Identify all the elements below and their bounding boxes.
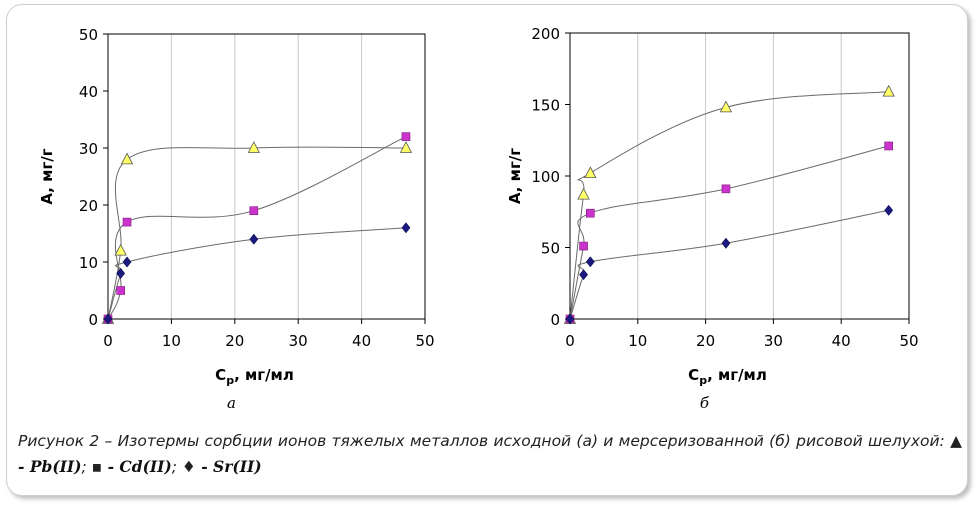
data-point-a-pb-3 <box>247 141 260 153</box>
x-tick-label-b-10: 10 <box>628 332 647 350</box>
data-point-a-cd-4 <box>401 132 411 141</box>
y-axis-label-a: A, мг/г <box>38 148 56 204</box>
y-tick-label-a-40: 40 <box>79 83 98 101</box>
y-tick-label-b-150: 150 <box>531 97 560 115</box>
data-point-b-sr-1 <box>579 269 588 281</box>
x-tick-label-a-10: 10 <box>162 332 181 350</box>
y-tick-label-a-50: 50 <box>79 26 98 44</box>
series-curve-b-pb <box>569 91 889 320</box>
y-tick-label-a-20: 20 <box>79 197 98 215</box>
x-tick-label-a-40: 40 <box>352 332 371 350</box>
caption-cd-symbol: ▪ <box>91 458 103 476</box>
y-tick-label-b-0: 0 <box>550 311 560 329</box>
x-tick-label-b-20: 20 <box>696 332 715 350</box>
data-point-a-sr-4 <box>401 222 411 234</box>
caption-sep-2: ; <box>171 458 182 476</box>
data-point-b-sr-0 <box>565 313 575 325</box>
figure-caption: Рисунок 2 – Изотермы сорбции ионов тяжел… <box>18 428 962 480</box>
y-axis-label-b: A, мг/г <box>506 148 524 204</box>
x-tick-label-b-50: 50 <box>899 332 918 350</box>
caption-sr-label: - Sr(II) <box>195 457 262 476</box>
data-point-a-sr-0 <box>103 313 113 325</box>
data-point-b-cd-2 <box>586 208 595 218</box>
data-point-a-cd-1 <box>116 286 125 295</box>
x-tick-label-a-0: 0 <box>103 332 113 350</box>
data-point-a-sr-3 <box>249 233 259 245</box>
y-tick-label-b-50: 50 <box>541 240 560 258</box>
caption-pb-label: - Pb(II) <box>18 457 82 476</box>
caption-sep-1: ; <box>81 458 92 476</box>
x-tick-label-b-0: 0 <box>565 332 575 350</box>
x-tick-label-a-30: 30 <box>289 332 308 350</box>
data-point-b-pb-1 <box>577 187 590 200</box>
caption-pb-symbol: ▲ <box>950 432 962 450</box>
y-tick-label-b-100: 100 <box>531 168 560 186</box>
panel-label-a: а <box>227 394 236 412</box>
data-point-b-cd-4 <box>884 141 893 151</box>
data-point-b-cd-1 <box>579 241 588 251</box>
y-tick-label-a-0: 0 <box>88 311 98 329</box>
data-point-a-cd-2 <box>122 217 132 227</box>
x-tick-label-a-20: 20 <box>225 332 244 350</box>
data-point-a-sr-1 <box>116 267 126 279</box>
data-point-a-pb-1 <box>114 243 127 256</box>
data-point-a-cd-3 <box>249 206 259 215</box>
data-point-b-sr-4 <box>884 204 894 216</box>
data-point-b-sr-3 <box>721 237 731 249</box>
data-point-b-pb-4 <box>882 84 895 97</box>
figure-frame <box>6 4 968 496</box>
x-tick-label-b-40: 40 <box>832 332 851 350</box>
caption-cd-label: - Cd(II) <box>102 457 172 476</box>
y-tick-label-a-10: 10 <box>79 254 98 272</box>
data-point-b-pb-3 <box>719 100 733 113</box>
data-point-a-sr-2 <box>122 256 132 268</box>
chart-a: 0 10 20 30 40 50 0 10 20 30 40 50 A, мг/г Cp, мг/мл а <box>38 26 435 412</box>
chart-b: 0 10 20 30 40 50 0 50 100 150 200 A, мг/г Cp, мг/мл б <box>506 25 919 412</box>
x-axis-label-a: Cp, мг/мл <box>215 366 294 387</box>
data-point-b-pb-2 <box>584 166 597 179</box>
caption-text: Рисунок 2 – Изотермы сорбции ионов тяжел… <box>18 432 951 450</box>
caption-sr-symbol: ♦ <box>181 458 196 476</box>
series-curve-b-cd <box>569 145 889 320</box>
series-curve-a-pb <box>107 146 407 320</box>
plot-area-b <box>569 32 910 320</box>
data-point-a-pb-2 <box>120 152 134 165</box>
y-tick-label-a-30: 30 <box>79 140 98 158</box>
plot-area-a <box>107 33 426 320</box>
y-tick-label-b-200: 200 <box>531 25 560 43</box>
panel-label-b: б <box>700 394 710 412</box>
data-point-b-sr-2 <box>585 256 595 268</box>
x-axis-label-b: Cp, мг/мл <box>688 366 767 387</box>
data-point-a-pb-4 <box>399 141 413 153</box>
x-tick-label-a-50: 50 <box>415 332 434 350</box>
data-point-b-cd-3 <box>721 184 731 194</box>
x-tick-label-b-30: 30 <box>764 332 783 350</box>
